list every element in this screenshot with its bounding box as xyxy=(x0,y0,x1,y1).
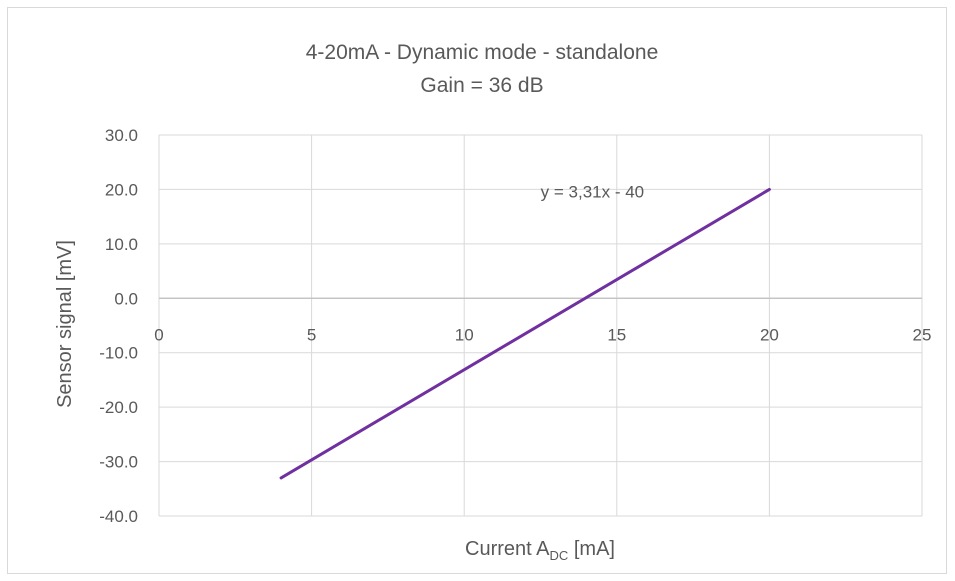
y-tick-label: -30.0 xyxy=(99,453,138,472)
x-tick-label: 0 xyxy=(154,325,163,344)
series-line xyxy=(281,189,769,477)
y-axis-label: Sensor signal [mV] xyxy=(54,240,76,408)
y-tick-label: -10.0 xyxy=(99,344,138,363)
y-tick-label: 10.0 xyxy=(105,235,138,254)
x-tick-label: 25 xyxy=(913,325,932,344)
series-group xyxy=(281,189,769,477)
trendline-equation: y = 3,31x - 40 xyxy=(541,183,644,202)
y-tick-label: -40.0 xyxy=(99,507,138,526)
x-tick-label: 10 xyxy=(455,325,474,344)
x-axis-label-subscript: DC xyxy=(550,548,569,563)
y-tick-label: 20.0 xyxy=(105,180,138,199)
y-tick-labels: 30.0 20.0 10.0 0.0 -10.0 -20.0 -30.0 -40.0 xyxy=(99,126,138,526)
chart-subtitle: Gain = 36 dB xyxy=(420,74,543,97)
x-axis-label-main: Current A xyxy=(465,538,550,560)
x-tick-label: 15 xyxy=(607,325,626,344)
x-tick-labels: 0 5 10 15 20 25 xyxy=(154,325,931,344)
y-tick-label: -20.0 xyxy=(99,398,138,417)
x-axis-label: Current ADC [mA] xyxy=(465,538,615,563)
x-tick-label: 5 xyxy=(307,325,316,344)
x-axis-label-unit: [mA] xyxy=(568,538,615,560)
chart-title: 4-20mA - Dynamic mode - standalone xyxy=(306,41,659,64)
x-tick-label: 20 xyxy=(760,325,779,344)
y-tick-label: 30.0 xyxy=(105,126,138,145)
y-tick-label: 0.0 xyxy=(114,289,138,308)
